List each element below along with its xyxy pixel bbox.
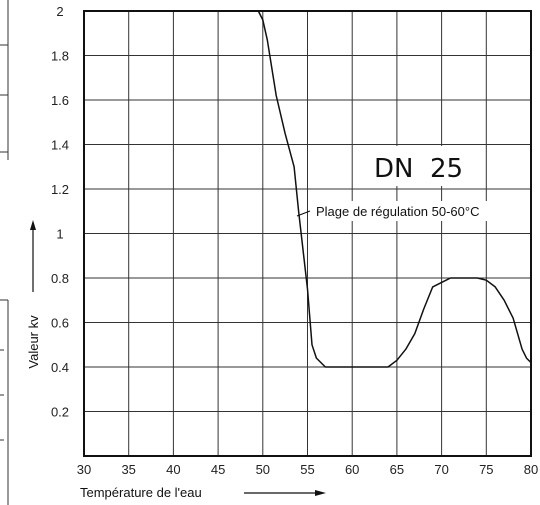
y-axis-label-group: Valeur kv: [26, 220, 41, 369]
y-tick-labels: 0.2 0.4 0.6 0.8 1 1.2 1.4 1.6 1.8 2: [51, 4, 69, 420]
x-tick-label-75: 75: [479, 462, 493, 477]
x-tick-label-55: 55: [300, 462, 314, 477]
x-tick-label-35: 35: [121, 462, 135, 477]
dn-annotation-group: DN 25: [364, 146, 478, 186]
range-annotation-group: Plage de régulation 50-60°C: [296, 201, 524, 221]
grid: [84, 11, 531, 456]
y-tick-label-0-6: 0.6: [51, 316, 69, 331]
x-tick-label-30: 30: [77, 462, 91, 477]
y-axis-label: Valeur kv: [26, 315, 41, 369]
y-axis-arrow-head: [30, 220, 36, 230]
x-tick-label-80: 80: [524, 462, 538, 477]
y-tick-label-1-8: 1.8: [51, 49, 69, 64]
x-tick-label-40: 40: [166, 462, 180, 477]
x-axis-arrow-head: [315, 490, 326, 496]
x-tick-label-45: 45: [211, 462, 225, 477]
x-tick-label-70: 70: [434, 462, 448, 477]
dn-annotation: DN 25: [374, 154, 463, 184]
y-tick-label-1-2: 1.2: [51, 182, 69, 197]
range-annotation: Plage de régulation 50-60°C: [316, 204, 479, 219]
y-tick-label-1-6: 1.6: [51, 93, 69, 108]
x-tick-label-65: 65: [390, 462, 404, 477]
x-tick-label-50: 50: [256, 462, 270, 477]
x-axis-label: Température de l'eau: [80, 485, 202, 500]
y-tick-label-1-4: 1.4: [51, 138, 69, 153]
y-tick-label-2: 2: [56, 4, 63, 19]
x-axis-label-group: Température de l'eau: [80, 485, 326, 500]
left-edge-fragment: [0, 0, 9, 505]
range-leader-line: [296, 210, 311, 217]
range-annotation-background: [312, 201, 524, 221]
series-group: [257, 10, 532, 368]
x-tick-labels: 30 35 40 45 50 55 60 65 70 75 80: [77, 462, 538, 477]
y-tick-label-0-4: 0.4: [51, 360, 69, 375]
dn-annotation-background: [364, 146, 478, 186]
y-tick-label-0-2: 0.2: [51, 405, 69, 420]
y-tick-label-0-8: 0.8: [51, 271, 69, 286]
y-tick-label-1: 1: [56, 227, 63, 242]
plot-frame: [83, 10, 532, 457]
series-line-0: [257, 10, 532, 368]
x-tick-label-60: 60: [345, 462, 359, 477]
